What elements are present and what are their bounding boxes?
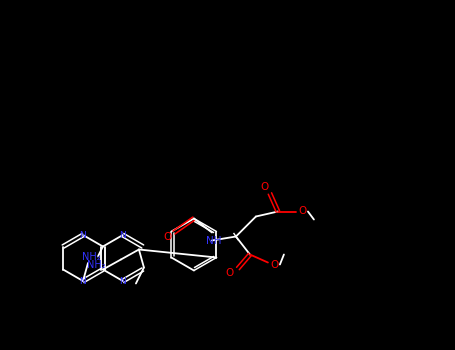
- Text: N: N: [80, 276, 86, 286]
- Text: N: N: [120, 231, 126, 239]
- Text: O: O: [226, 268, 234, 279]
- Text: NH: NH: [206, 236, 222, 245]
- Text: N: N: [120, 276, 126, 286]
- Text: NH₂: NH₂: [86, 260, 105, 271]
- Text: O: O: [164, 232, 172, 243]
- Text: O: O: [261, 182, 269, 192]
- Text: NH₂: NH₂: [82, 252, 100, 262]
- Text: O: O: [271, 259, 279, 270]
- Text: N: N: [80, 231, 86, 239]
- Text: O: O: [299, 206, 307, 217]
